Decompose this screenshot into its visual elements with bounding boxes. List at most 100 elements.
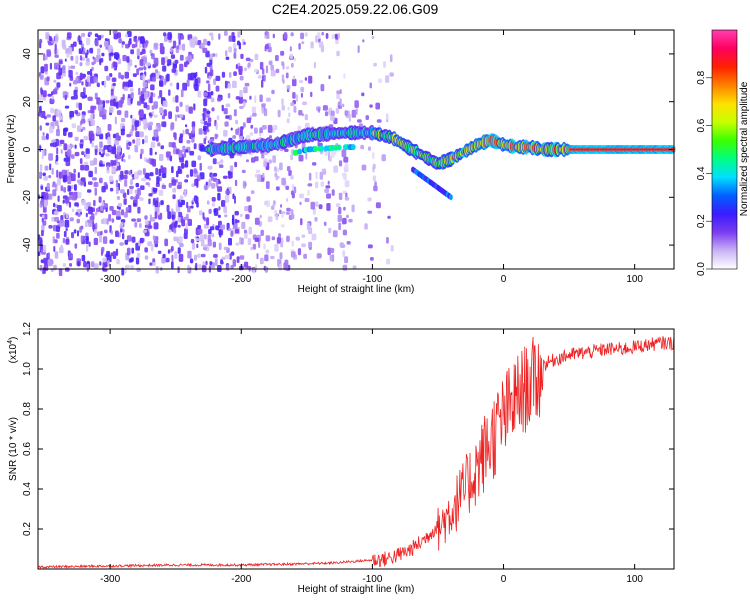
spectrogram-cell xyxy=(244,82,250,87)
spectrogram-cell xyxy=(138,87,141,96)
spectrogram-cell xyxy=(131,236,136,243)
spectrogram-cell xyxy=(79,158,83,164)
spectrogram-cell xyxy=(295,94,299,102)
spectrogram-cell xyxy=(197,155,202,161)
spectrogram-cell xyxy=(195,238,201,242)
spectrogram-cell xyxy=(111,209,117,216)
spectrogram-cell xyxy=(174,114,177,122)
spectrogram-cell xyxy=(131,218,136,222)
spectrogram-cell xyxy=(212,158,217,165)
spectrogram-cell xyxy=(250,246,254,251)
spectrogram-cell xyxy=(215,85,220,92)
spectrogram-cell xyxy=(131,43,136,49)
spectrogram-cell xyxy=(286,235,290,242)
spectrogram-cell xyxy=(177,266,180,274)
spectrogram-cell xyxy=(243,101,246,108)
spectrogram-cell xyxy=(76,125,82,132)
spectrogram-cell xyxy=(179,243,184,248)
spectrogram-cell xyxy=(336,92,340,100)
spectrogram-cell xyxy=(219,230,222,238)
spectrogram-cell xyxy=(76,209,81,213)
spectrogram-cell xyxy=(313,62,316,69)
spectrogram-cell xyxy=(104,41,109,47)
spectrogram-cell xyxy=(48,175,52,179)
spectrogram-cell xyxy=(261,79,264,88)
spectrogram-cell xyxy=(316,253,322,259)
spectrogram-cell xyxy=(63,187,66,193)
spectrogram-cell xyxy=(259,257,264,265)
spectrogram-cell xyxy=(44,63,48,72)
spectrogram-cell xyxy=(48,225,53,229)
spectrogram-cell xyxy=(160,145,164,150)
spectrogram-cell xyxy=(43,213,48,220)
spectrogram-cell xyxy=(236,256,240,263)
spectrogram-cell xyxy=(326,193,331,199)
spectrogram-cell xyxy=(66,144,72,150)
spectrogram-cell xyxy=(54,120,59,126)
spectrogram-cell xyxy=(101,52,105,57)
spectrogram-cell xyxy=(98,99,103,105)
spectrogram-cell xyxy=(304,198,310,203)
spectrogram-cell xyxy=(336,90,340,94)
spectrogram-cell xyxy=(291,62,294,68)
spectrogram-cell xyxy=(225,190,230,195)
spectrogram-cell xyxy=(86,49,89,55)
spectrogram-cell xyxy=(224,121,229,127)
spectrogram-cell xyxy=(161,115,165,120)
spectrogram-cell xyxy=(224,30,228,36)
spectrogram-cell xyxy=(42,172,46,176)
spectrogram-cell xyxy=(275,55,279,62)
spectrogram-cell xyxy=(203,92,208,97)
spectrogram-cell xyxy=(130,49,134,55)
spectrogram-cell xyxy=(93,199,96,207)
spectrogram-cell xyxy=(111,167,116,172)
spectrogram-cell xyxy=(190,40,196,48)
spectrogram-cell xyxy=(304,77,308,81)
spectrogram-cell xyxy=(285,211,290,215)
spectrogram-cell xyxy=(135,39,138,48)
spectrogram-cell xyxy=(160,200,164,206)
spectrogram-cell xyxy=(80,92,85,98)
spectrogram-cell xyxy=(342,264,348,271)
spectrogram-cell xyxy=(180,34,185,40)
spectrogram-cell xyxy=(39,38,43,44)
spectrogram-cell xyxy=(182,129,185,136)
spectrogram-cell xyxy=(140,36,145,44)
spectrogram-cell xyxy=(90,114,94,122)
spectrogram-cell xyxy=(135,138,141,146)
spectrogram-cell xyxy=(152,235,156,240)
spectrogram-cell xyxy=(303,253,307,259)
spectrogram-cell xyxy=(71,208,75,213)
snr-x-tick-label: -300 xyxy=(100,574,120,585)
spectrogram-cell xyxy=(229,165,234,172)
spectrogram-cell xyxy=(54,251,59,259)
spectrogram-cell xyxy=(327,150,331,156)
spectrogram-cell xyxy=(370,257,374,261)
spectrogram-cell xyxy=(149,172,154,177)
spectrogram-cell xyxy=(91,61,95,66)
spectrogram-cell xyxy=(254,217,260,225)
spectrogram-cell xyxy=(176,170,179,178)
spectrogram-cell xyxy=(248,226,252,235)
spectrogram-cell xyxy=(298,80,304,84)
spectrogram-cell xyxy=(171,166,174,174)
spectrogram-x-tick-label: -300 xyxy=(100,274,120,285)
spectrogram-cell xyxy=(41,135,47,141)
spectrogram-cell xyxy=(177,165,181,173)
spectrogram-cell xyxy=(322,105,328,111)
spectrogram-cell xyxy=(142,81,148,88)
spectrogram-cell xyxy=(118,72,122,79)
spectrogram-cell xyxy=(238,42,241,50)
spectrogram-cell xyxy=(41,155,44,160)
snr-x-tick-label: -200 xyxy=(231,574,251,585)
spectrogram-cell xyxy=(174,132,177,141)
spectrogram-cell xyxy=(208,229,212,235)
spectrogram-cell xyxy=(173,236,178,242)
spectrogram-cell xyxy=(134,120,140,127)
spectrogram-cell xyxy=(355,108,358,115)
spectrogram-cell xyxy=(259,61,264,70)
spectrogram-cell xyxy=(107,131,110,138)
spectrogram-cell xyxy=(243,229,248,234)
spectrogram-cell xyxy=(118,58,122,65)
spectrogram-cell xyxy=(286,166,291,172)
